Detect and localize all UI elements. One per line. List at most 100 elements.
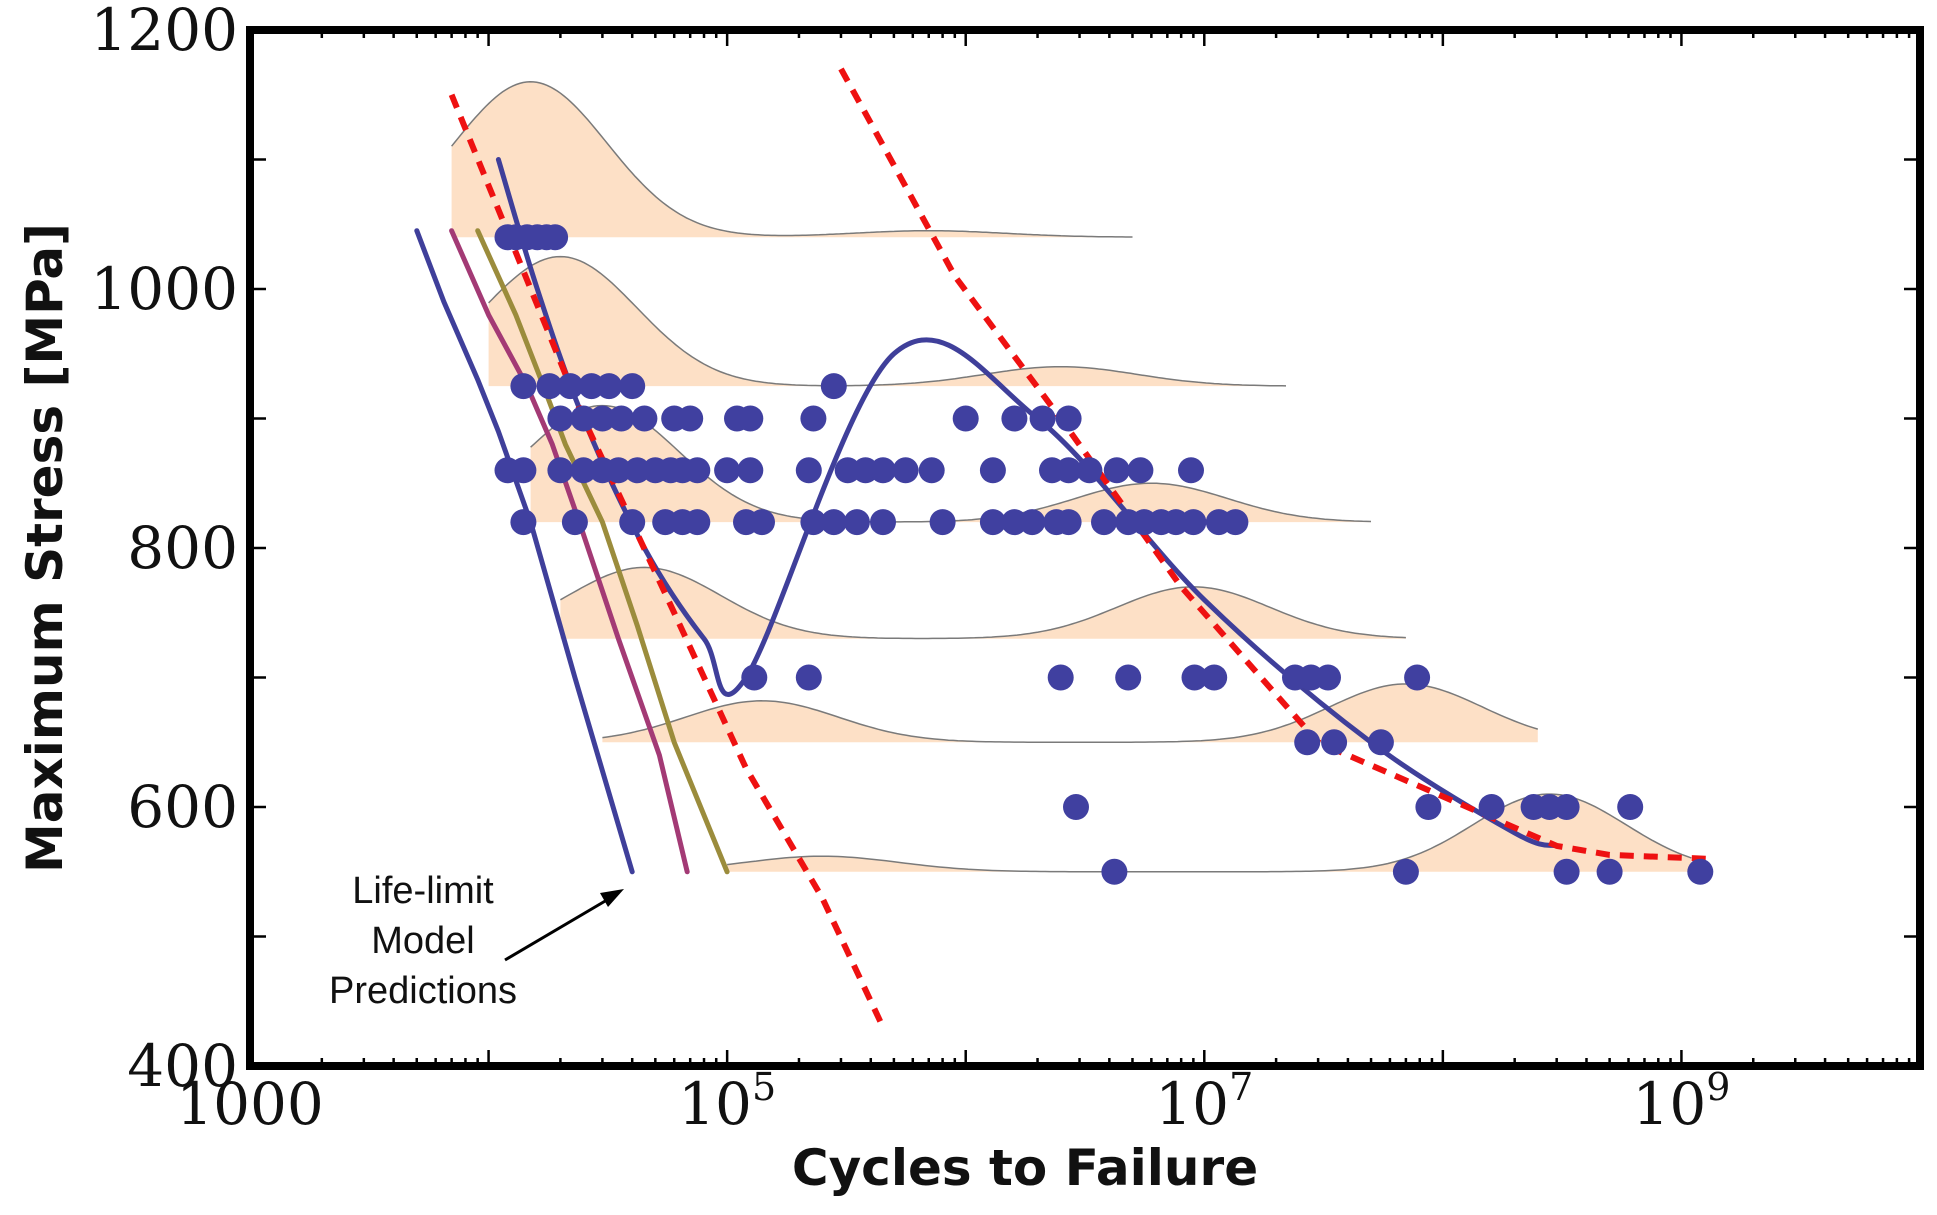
x-tick-label-base: 10 (1155, 1070, 1229, 1138)
data-point (1063, 794, 1089, 820)
data-point (510, 457, 537, 484)
series-life-limit-model-blue (414, 228, 635, 875)
data-point (1091, 509, 1117, 536)
data-point (547, 457, 574, 484)
data-point (677, 405, 704, 432)
data-point (870, 509, 896, 536)
data-point (1201, 664, 1228, 691)
series-upper-bound (448, 93, 886, 1029)
data-point (1055, 457, 1082, 484)
distribution-edge-925 (488, 255, 1287, 387)
data-point (619, 509, 646, 536)
data-point (1047, 664, 1074, 691)
x-tick-label-exponent: 5 (752, 1065, 776, 1109)
x-tick-label-10000000: 107 (1155, 1065, 1253, 1138)
data-point (596, 373, 623, 400)
y-axis-title: Maximum Stress [MPa] (16, 223, 74, 873)
data-point (737, 457, 764, 484)
data-point (1367, 729, 1394, 756)
data-point (795, 457, 822, 484)
series-lower-bound (838, 67, 1709, 862)
distribution-fill-925 (488, 256, 1287, 387)
data-point (1103, 457, 1130, 484)
data-point (684, 509, 711, 536)
distribution-edge-650 (602, 683, 1539, 743)
y-tick-label-1200: 1200 (90, 0, 238, 64)
data-point (1415, 794, 1442, 820)
annotation-arrow-head (600, 889, 624, 907)
data-point (608, 405, 635, 432)
data-point (1055, 509, 1082, 536)
data-point (1180, 509, 1207, 536)
data-point (834, 457, 861, 484)
annotation-arrow (504, 895, 613, 962)
x-tick-label-1000: 1000 (176, 1070, 324, 1138)
data-point (979, 509, 1006, 536)
axis-ticks (248, 28, 1922, 1068)
data-point (624, 457, 651, 484)
data-point (843, 509, 870, 536)
distribution-fill-820 (530, 405, 1371, 523)
data-point (820, 373, 847, 400)
data-point (1181, 664, 1208, 691)
data-point (557, 373, 584, 400)
data-point (547, 405, 574, 432)
data-point (749, 509, 775, 536)
data-point (1055, 405, 1082, 432)
distribution-fill-1040 (451, 81, 1133, 238)
series-life-limit-model-magenta (449, 228, 690, 875)
data-points (494, 224, 1714, 885)
y-tick-label-600: 600 (127, 773, 238, 841)
data-point (1115, 664, 1142, 691)
data-point (800, 405, 827, 432)
data-point (737, 405, 764, 432)
x-axis-title: Cycles to Failure (792, 1139, 1258, 1197)
x-tick-label-base: 10 (1632, 1070, 1706, 1138)
data-point (1019, 509, 1046, 536)
data-point (714, 457, 741, 484)
data-point (1178, 457, 1204, 484)
data-point (510, 373, 537, 400)
annotation-line-1: Life-limit (352, 870, 494, 912)
x-tick-label-base: 10 (678, 1070, 752, 1138)
data-point (1222, 509, 1249, 536)
data-point (1001, 405, 1028, 432)
data-point (1076, 457, 1103, 484)
data-point (1553, 794, 1580, 820)
distribution-edge-730 (560, 566, 1406, 640)
data-point (892, 457, 919, 484)
x-tick-label-1000000000: 109 (1632, 1065, 1730, 1138)
x-tick-label-exponent: 9 (1706, 1065, 1730, 1109)
y-tick-label-400: 400 (127, 1032, 238, 1100)
data-point (741, 664, 768, 691)
x-tick-label-100000: 105 (678, 1065, 776, 1138)
data-point (619, 373, 646, 400)
data-point (1321, 729, 1348, 756)
data-point (605, 457, 632, 484)
data-point (1392, 858, 1419, 885)
annotation-line-2: Model (371, 920, 475, 962)
data-point (1687, 858, 1714, 885)
data-point (570, 457, 597, 484)
data-point (979, 457, 1006, 484)
y-tick-label-1000: 1000 (90, 255, 238, 323)
data-point (684, 457, 711, 484)
data-point (510, 509, 537, 536)
data-point (1127, 457, 1154, 484)
data-point (1101, 858, 1128, 885)
data-point (952, 405, 979, 432)
data-point (561, 509, 588, 536)
data-point (589, 405, 616, 432)
y-tick-label-800: 800 (127, 514, 238, 582)
data-point (1596, 858, 1623, 885)
distribution-fill-550 (727, 794, 1692, 872)
data-point (1001, 509, 1028, 536)
data-point (1617, 794, 1644, 820)
data-point (820, 509, 847, 536)
distribution-fill-650 (602, 684, 1538, 743)
data-point (1315, 664, 1341, 691)
x-tick-label-exponent: 7 (1229, 1065, 1253, 1109)
data-point (800, 509, 827, 536)
